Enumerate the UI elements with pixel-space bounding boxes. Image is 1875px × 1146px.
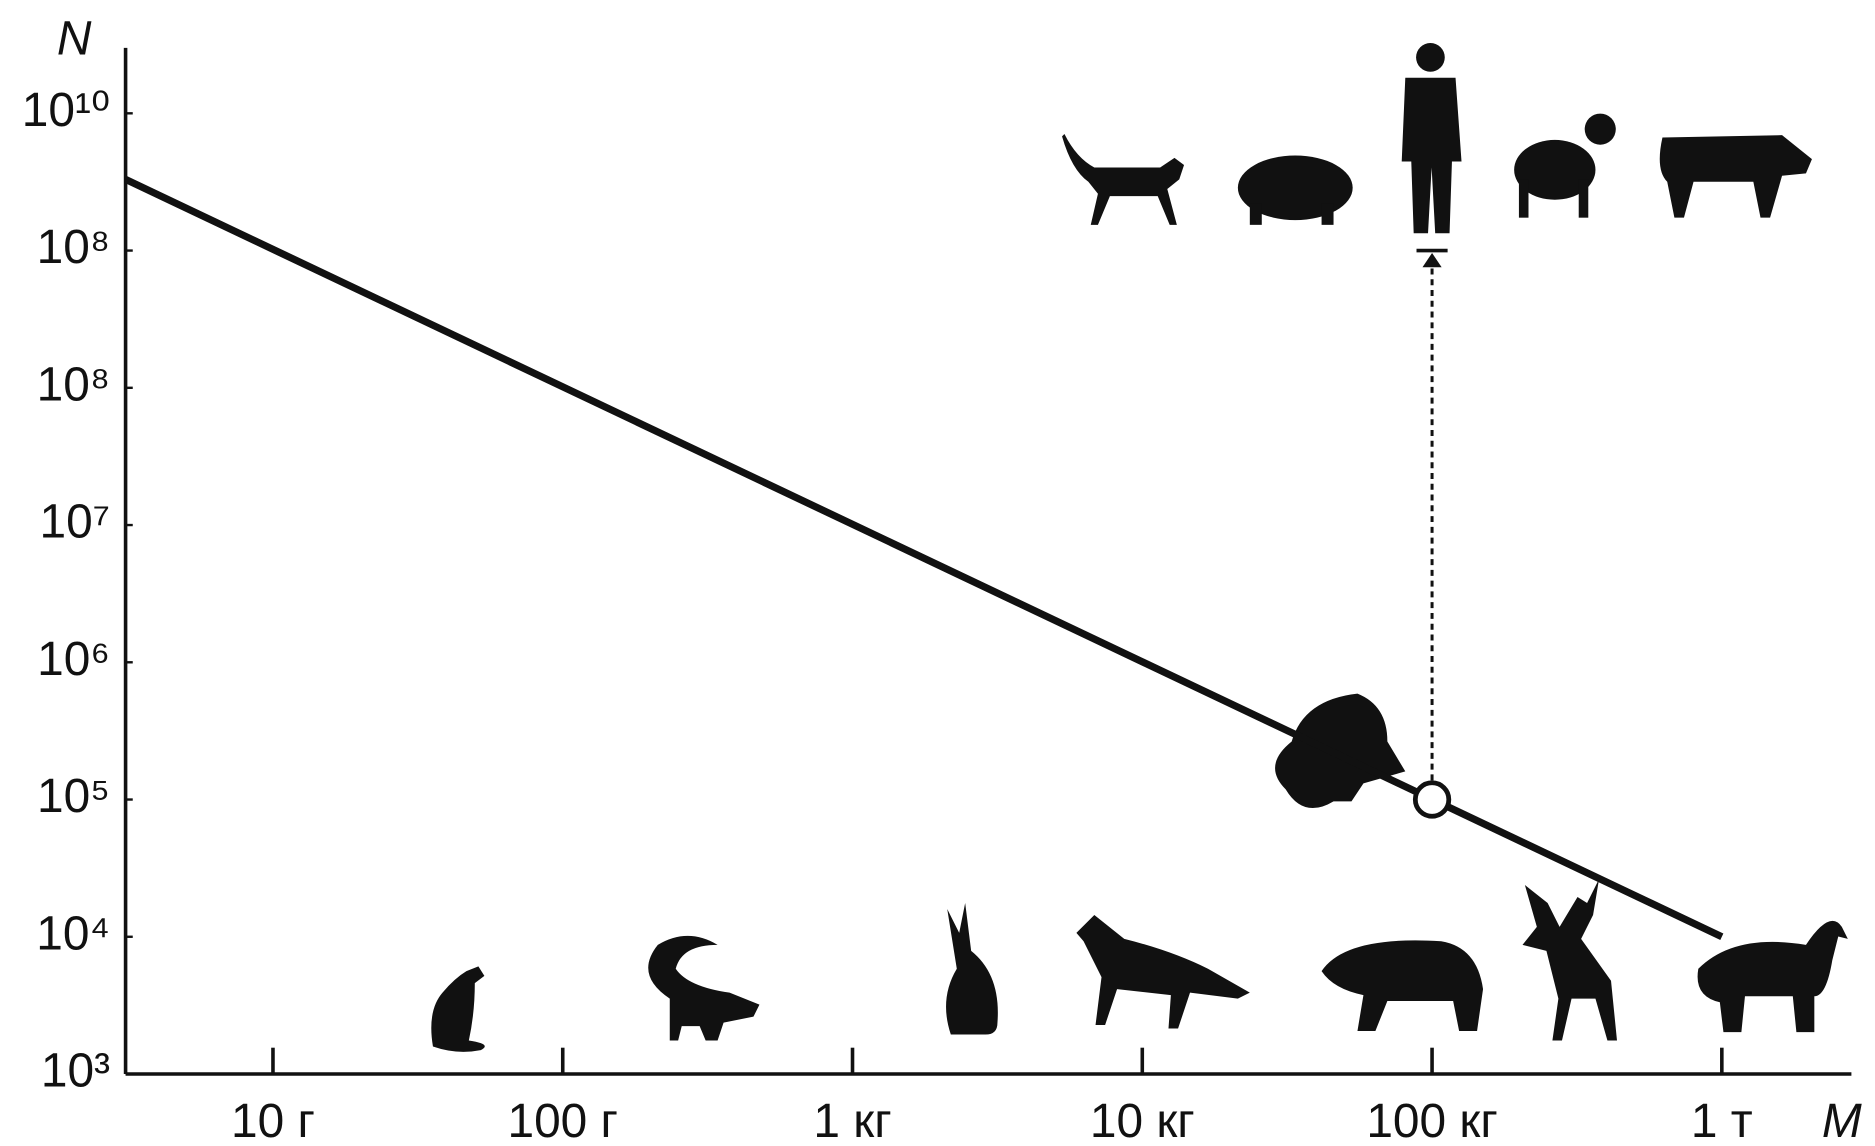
human: [1416, 43, 1445, 72]
y-tick-label: 10⁷: [40, 496, 111, 549]
series-line: [124, 176, 1724, 941]
cat: [1062, 133, 1185, 225]
y-tick-label: 10³: [41, 1045, 110, 1098]
x-tick-label: 10 г: [231, 1095, 315, 1146]
arrow-head: [1422, 252, 1442, 268]
highlight-point: [1412, 780, 1452, 819]
x-axis-label: M: [1822, 1095, 1862, 1146]
y-tick-label: 10⁸: [37, 221, 110, 274]
rat: [431, 966, 485, 1052]
y-tick-label: 10⁴: [36, 907, 110, 960]
plot-area: N M 10³ 10⁴ 10⁵ 10⁶ 10⁷ 10⁸ 10⁸ 10¹⁰ 10 г 100 г 1 …: [22, 13, 1862, 1146]
elephant: [1697, 920, 1848, 1033]
rabbit: [946, 902, 998, 1035]
sheep: [1514, 139, 1596, 200]
y-tick-label: 10⁵: [37, 770, 110, 823]
y-tick-label: 10⁶: [37, 633, 110, 686]
skunk: [648, 935, 760, 1041]
monkey: [1275, 693, 1406, 809]
x-tick-label: 100 г: [507, 1095, 618, 1146]
deer: [1522, 879, 1617, 1041]
y-axis-label: N: [57, 13, 92, 66]
bear: [1321, 940, 1484, 1031]
cow: [1659, 135, 1812, 218]
x-tick-label: 1 кг: [813, 1095, 891, 1146]
x-tick-label: 10 кг: [1090, 1095, 1195, 1146]
y-tick-label: 10¹⁰: [22, 84, 110, 137]
x-tick-label: 100 кг: [1366, 1095, 1497, 1146]
x-tick-label: 1 т: [1691, 1095, 1753, 1146]
y-tick-label: 10⁸: [37, 358, 110, 411]
dog: [1076, 914, 1250, 1029]
animal-silhouettes: [431, 43, 1848, 1052]
